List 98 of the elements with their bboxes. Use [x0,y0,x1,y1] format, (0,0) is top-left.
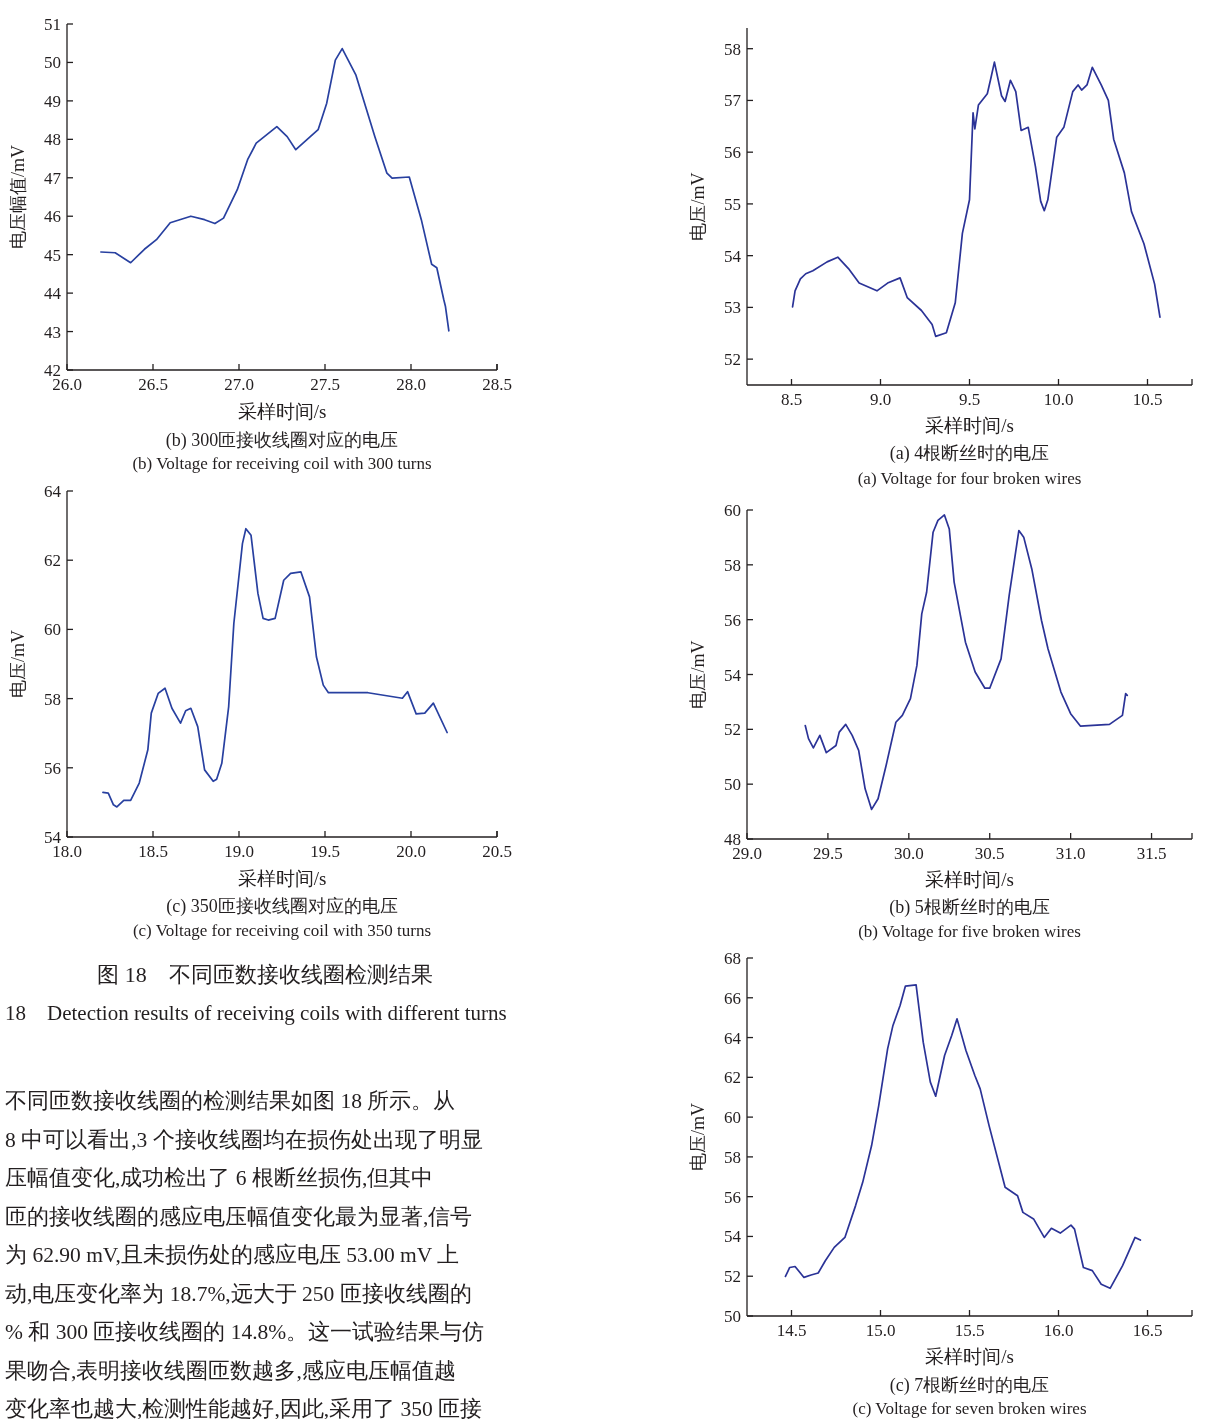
y-tick-label: 56 [724,143,741,163]
x-axis-title: 采样时间/s [237,401,327,422]
text: 8 中可以看出,3 个接收线圈均在损伤处出现了明显 [5,1127,483,1152]
x-tick-label: 14.5 [776,1321,807,1340]
text: (c) Voltage for seven broken wires [852,1399,1087,1418]
y-axis-title: 电压/mV [688,1102,708,1172]
x-tick-label: 31.5 [1136,844,1167,863]
x-tick-label: 10.5 [1132,390,1163,409]
y-tick-label: 55 [724,194,741,214]
y-tick-label: 60 [44,620,61,640]
x-axis-title: 采样时间/s [925,1346,1014,1367]
x-tick-label: 18.5 [138,842,168,861]
text: (a) Voltage for four broken wires [857,469,1082,488]
y-tick-label: 56 [724,610,741,630]
y-tick-label: 56 [44,758,61,778]
x-tick-label: 20.5 [482,842,512,861]
y-tick-label: 43 [44,322,61,342]
text: (b) Voltage for receiving coil with 300 turns [132,454,432,473]
y-axis-title: 电压/mV [688,640,708,709]
y-tick-label: 52 [724,720,741,740]
y-tick-label: 60 [724,501,741,520]
x-tick-label: 16.0 [1043,1321,1074,1340]
x-tick-label: 30.0 [893,844,924,863]
x-tick-label: 28.5 [482,375,512,394]
x-tick-label: 31.0 [1055,844,1086,863]
text: (c) Voltage for receiving coil with 350 turns [132,921,432,940]
y-tick-label: 54 [724,1227,742,1247]
x-tick-label: 16.5 [1132,1321,1163,1340]
x-tick-label: 15.5 [954,1321,985,1340]
y-tick-label: 64 [44,482,62,501]
y-tick-label: 53 [724,298,741,318]
text: 果吻合,表明接收线圈匝数越多,感应电压幅值越 [5,1358,456,1383]
x-tick-label: 19.0 [224,842,254,861]
x-tick-label: 28.0 [396,375,426,394]
y-tick-label: 60 [724,1108,741,1128]
caption: 图 18 不同匝数接收线圈检测结果 [97,962,433,987]
y-tick-label: 51 [44,15,61,34]
x-axis-title: 采样时间/s [237,868,327,889]
x-tick-label: 27.0 [224,375,254,394]
y-axis-title: 电压/mV [8,629,28,699]
text: (c) 7根断丝时的电压 [889,1375,1050,1396]
y-tick-label: 50 [724,775,741,795]
y-tick-label: 62 [44,551,61,571]
text: (b) Voltage for five broken wires [858,922,1081,941]
y-tick-label: 66 [724,988,741,1008]
text: (b) 300匝接收线圈对应的电压 [165,430,399,451]
y-tick-label: 64 [724,1028,742,1048]
text: 18 Detection results of receiving coils with different turns [5,1001,507,1025]
y-tick-label: 56 [724,1187,741,1207]
text: 不同匝数接收线圈的检测结果如图 18 所示。从 [5,1089,456,1113]
text: (c) 350匝接收线圈对应的电压 [166,896,398,917]
x-tick-label: 19.5 [310,842,340,861]
x-tick-label: 15.0 [865,1321,896,1340]
y-tick-label: 52 [724,1267,741,1287]
y-tick-label: 45 [44,245,61,265]
text: % 和 300 匝接收线圈的 14.8%。这一试验结果与仿 [5,1320,485,1344]
text: 匝的接收线圈的感应电压幅值变化最为显著,信号 [5,1204,473,1229]
y-tick-label: 58 [724,1147,741,1167]
text: (a) 4根断丝时的电压 [889,443,1050,464]
x-tick-label: 8.5 [780,390,803,409]
x-tick-label: 26.5 [138,375,168,394]
y-tick-label: 44 [44,284,62,304]
text: 压幅值变化,成功检出了 6 根断丝损伤,但其中 [5,1166,434,1190]
x-tick-label: 9.0 [869,390,892,409]
line-series [102,527,448,808]
y-tick-label: 49 [44,91,61,111]
y-tick-label: 50 [44,53,61,73]
text: 变化率也越大,检测性能越好,因此,采用了 350 匝接 [5,1397,483,1419]
x-tick-label: 27.5 [310,375,340,394]
x-tick-label: 30.5 [974,844,1005,863]
y-tick-label: 46 [44,207,61,227]
y-axis-title: 电压幅值/mV [8,144,28,250]
y-tick-label: 48 [44,130,61,150]
x-tick-label: 29.5 [813,844,843,863]
line-series [100,47,450,332]
y-tick-label: 58 [724,39,741,59]
y-tick-label: 54 [724,665,742,685]
text: 为 62.90 mV,且未损伤处的感应电压 53.00 mV 上 [5,1243,460,1267]
y-tick-label: 68 [724,949,741,968]
y-tick-label: 58 [44,689,61,709]
line-series [784,984,1142,1290]
y-tick-label: 52 [724,350,741,370]
x-tick-label: 9.5 [958,390,981,409]
line-series [804,514,1129,811]
y-tick-label: 57 [724,91,742,111]
y-tick-label: 47 [44,168,62,188]
y-tick-label: 54 [724,246,742,266]
text: (b) 5根断丝时的电压 [889,897,1050,918]
y-tick-label: 62 [724,1068,741,1088]
x-axis-title: 采样时间/s [925,869,1014,890]
y-axis-title: 电压/mV [688,172,708,241]
line-series [791,61,1161,338]
x-axis-title: 采样时间/s [925,415,1014,436]
y-tick-label: 50 [724,1307,741,1326]
y-tick-label: 58 [724,555,741,575]
x-tick-label: 20.0 [396,842,426,861]
text: 动,电压变化率为 18.7%,远大于 250 匝接收线圈的 [5,1281,472,1306]
x-tick-label: 10.0 [1043,390,1074,409]
